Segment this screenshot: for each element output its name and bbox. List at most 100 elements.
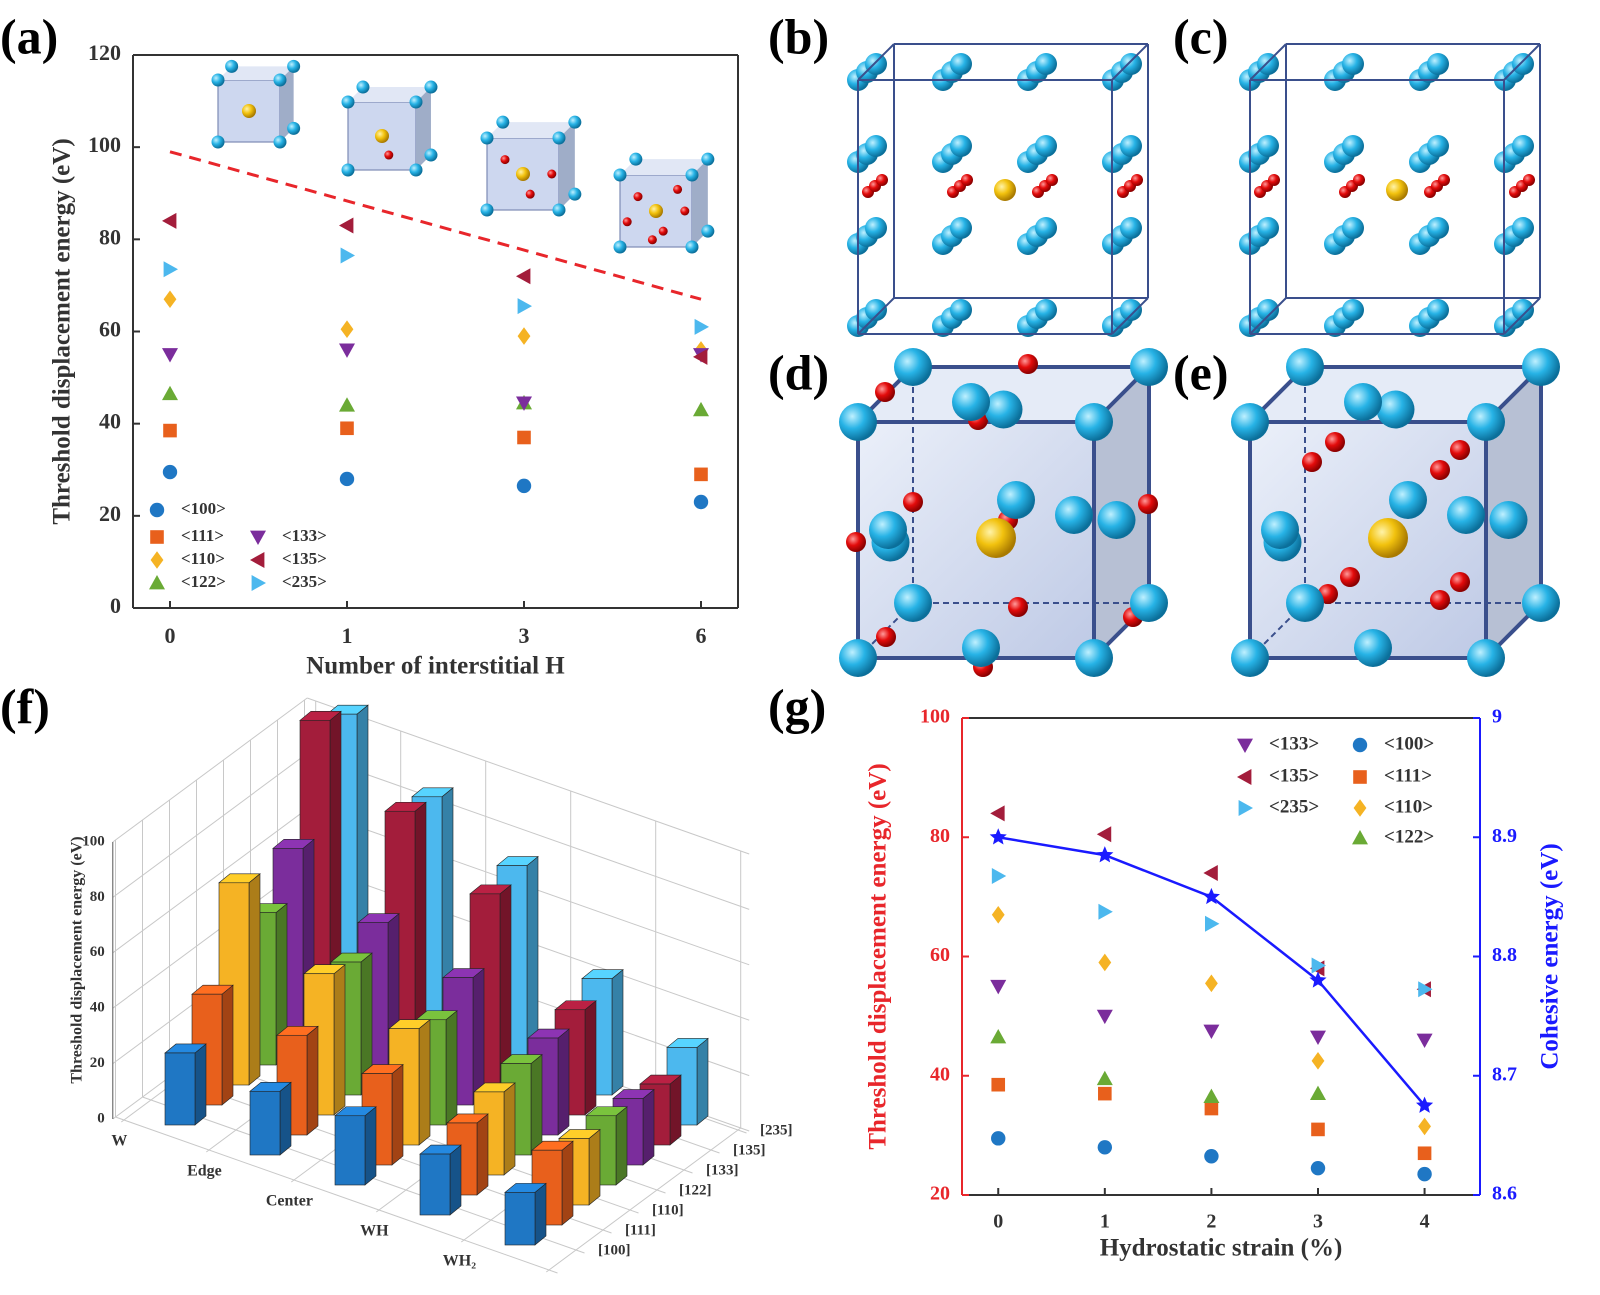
atom [976,518,1016,558]
y2-tick-label: 8.7 [1492,1063,1517,1085]
atom [409,95,423,109]
z-tick-label: 80 [90,889,105,905]
atom [341,95,355,109]
marker [991,1077,1006,1092]
series-label: [110] [652,1202,684,1218]
atom [242,104,256,118]
atom [552,203,566,217]
atom [1268,174,1280,186]
marker [1204,1101,1219,1116]
legend-label: <135> [282,549,327,568]
z-axis-label: Threshold displacement energy (eV) [69,836,86,1083]
atom [1075,403,1113,441]
atom [480,131,494,145]
marker [1309,1085,1326,1101]
marker [1203,1024,1220,1040]
legend-label: <122> [1384,826,1434,847]
z-tick-label: 100 [82,833,105,849]
atom [1075,639,1113,677]
atom [1354,629,1392,667]
atom [341,163,355,177]
atom [1512,53,1534,75]
bar-side [669,1074,682,1146]
atom [287,121,301,135]
atom [869,511,907,549]
atom [225,59,239,73]
atom [685,240,699,254]
x-tick-label: 4 [1420,1211,1430,1233]
x-tick-label: 3 [1313,1211,1323,1233]
marker [339,397,355,412]
atom [287,59,301,73]
atom [876,174,888,186]
series-label: [111] [625,1222,656,1238]
legend-label: <135> [1269,765,1319,786]
marker [694,318,709,335]
legend-label: <100> [181,499,226,518]
atom [424,148,438,162]
panel-label: (g) [768,678,826,734]
marker [162,348,178,363]
atom [1138,494,1158,514]
bar-side [364,1106,377,1186]
marker [1202,887,1220,905]
panel-label: (b) [768,8,829,64]
marker [250,552,265,568]
marker [1311,1052,1325,1070]
atom [1120,217,1142,239]
grid-line [112,752,308,898]
atom [1427,135,1449,157]
bar-side [306,1025,319,1136]
marker [1352,737,1368,753]
marker [694,467,708,482]
bar-front [419,1153,451,1216]
marker [340,320,354,338]
bar-front [249,1090,281,1156]
cube-edge [1249,297,1287,335]
atom [1430,590,1450,610]
panel-label: (a) [0,8,58,64]
marker [516,268,531,285]
bar-side [418,1019,431,1146]
x-axis-label: Number of interstitial H [306,653,565,680]
marker [1203,865,1218,882]
atom [961,174,973,186]
bar [504,1182,547,1246]
y-tick-label: 120 [88,40,121,65]
cube-face [620,159,708,175]
bar-side [696,1037,709,1126]
bar-side [503,1082,516,1176]
marker [1096,1009,1113,1025]
atom [1055,496,1093,534]
marker [1098,953,1112,972]
atom [839,639,877,677]
atom [1344,383,1382,421]
marker [163,290,177,309]
cube-face [692,159,708,247]
marker [150,551,164,569]
marker [339,217,354,234]
atom [673,184,683,194]
atom [1018,354,1038,374]
atom [1131,174,1143,186]
x-tick-label: 6 [696,623,707,648]
y2-tick-label: 8.8 [1492,944,1517,966]
bar-side [557,1028,570,1136]
bar-side [615,1106,628,1186]
atom [894,584,932,622]
marker [1237,738,1253,753]
atom [1342,135,1364,157]
legend-label: <110> [1384,796,1433,817]
atom [1035,217,1057,239]
atom [409,163,423,177]
trend-line [169,150,702,301]
marker [1309,971,1327,988]
marker [163,423,177,438]
atom [1120,135,1142,157]
atom [1342,217,1364,239]
bar [249,1081,292,1156]
cube-edge [1503,297,1541,335]
bar [191,984,234,1106]
atom [1257,217,1279,239]
